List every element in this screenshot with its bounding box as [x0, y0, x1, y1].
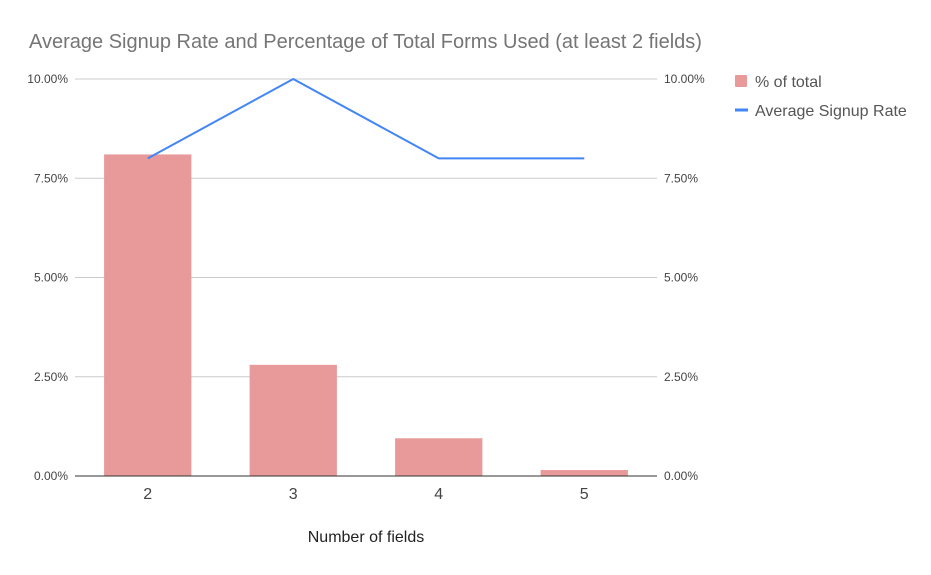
- bar: [104, 154, 192, 476]
- y-tick-label-right: 0.00%: [664, 469, 698, 483]
- bar: [540, 470, 628, 476]
- x-tick-label: 4: [434, 486, 443, 503]
- y-tick-label-right: 2.50%: [664, 370, 698, 384]
- chart-title: Average Signup Rate and Percentage of To…: [29, 31, 702, 53]
- line-series: [147, 77, 585, 160]
- y-tick-label-left: 10.00%: [27, 72, 68, 86]
- axes: 0.00% 0.00% 2.50% 2.50% 5.00% 5.00% 7.50% 7.50%…: [27, 72, 705, 503]
- x-tick-label: 3: [289, 486, 298, 503]
- series-line: [147, 77, 585, 160]
- bar: [395, 438, 483, 476]
- legend: % of total Average Signup Rate: [735, 74, 907, 120]
- y-tick-label-left: 2.50%: [34, 370, 68, 384]
- legend-swatch-line: [735, 108, 748, 112]
- y-tick-label-left: 7.50%: [34, 171, 68, 185]
- legend-label: Average Signup Rate: [755, 103, 907, 120]
- y-tick-label-right: 10.00%: [664, 72, 705, 86]
- x-axis-title: Number of fields: [308, 529, 425, 546]
- y-tick-label-right: 5.00%: [664, 271, 698, 285]
- legend-swatch-bar: [735, 75, 747, 87]
- y-tick-label-left: 0.00%: [34, 469, 68, 483]
- legend-label: % of total: [755, 74, 822, 91]
- y-tick-label-left: 5.00%: [34, 271, 68, 285]
- x-tick-label: 5: [580, 486, 589, 503]
- bar-series: [104, 154, 628, 476]
- y-tick-label-right: 7.50%: [664, 171, 698, 185]
- bar: [249, 364, 337, 476]
- x-tick-label: 2: [143, 486, 152, 503]
